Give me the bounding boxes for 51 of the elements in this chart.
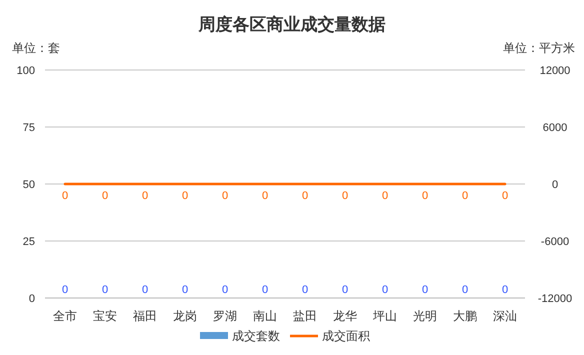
data-label: 0 [102,284,108,296]
data-label: 0 [422,190,428,202]
x-tick-label: 坪山 [372,309,397,323]
chart-title: 周度各区商业成交量数据 [198,15,386,34]
data-label: 0 [342,190,348,202]
x-tick-label: 盐田 [293,309,317,323]
data-label: 0 [262,284,268,296]
y-tick-label: 100 [16,65,35,77]
data-label: 0 [422,284,428,296]
y2-axis-title: 单位：平方米 [503,41,575,55]
y-tick-label: 50 [22,179,35,191]
data-label: 0 [382,284,388,296]
x-tick-label: 福田 [133,309,157,323]
data-label: 0 [302,284,308,296]
data-label: 0 [462,284,468,296]
y-tick-label: 75 [22,122,35,134]
y2-tick-label: 12000 [540,65,570,77]
data-label: 0 [62,190,68,202]
x-tick-label: 大鹏 [453,309,477,323]
x-tick-label: 光明 [413,309,437,323]
data-label: 0 [62,284,68,296]
x-tick-label: 宝安 [93,309,117,323]
x-tick-label: 龙华 [333,309,357,323]
x-tick-label: 深汕 [493,309,517,323]
y2-tick-label: -6000 [540,236,570,248]
y-axis-title: 单位：套 [12,41,60,55]
data-label: 0 [222,284,228,296]
data-label: 0 [222,190,228,202]
data-label: 0 [102,190,108,202]
x-tick-label: 全市 [53,309,77,323]
data-label: 0 [182,284,188,296]
x-tick-label: 罗湖 [213,309,237,323]
x-tick-label: 南山 [253,309,277,323]
data-label: 0 [262,190,268,202]
data-label: 0 [302,190,308,202]
y-tick-label: 0 [28,293,35,305]
y-tick-label: 25 [22,236,35,248]
y2-tick-label: -12000 [538,293,572,305]
data-label: 0 [502,190,508,202]
data-label: 0 [462,190,468,202]
data-label: 0 [142,284,148,296]
data-label: 0 [382,190,388,202]
legend-label: 成交套数 [232,329,280,343]
data-label: 0 [142,190,148,202]
legend-label: 成交面积 [322,329,370,343]
y2-tick-label: 6000 [542,122,568,134]
x-tick-label: 龙岗 [173,309,197,323]
data-label: 0 [342,284,348,296]
data-label: 0 [502,284,508,296]
data-label: 0 [182,190,188,202]
y2-tick-label: 0 [552,179,558,191]
